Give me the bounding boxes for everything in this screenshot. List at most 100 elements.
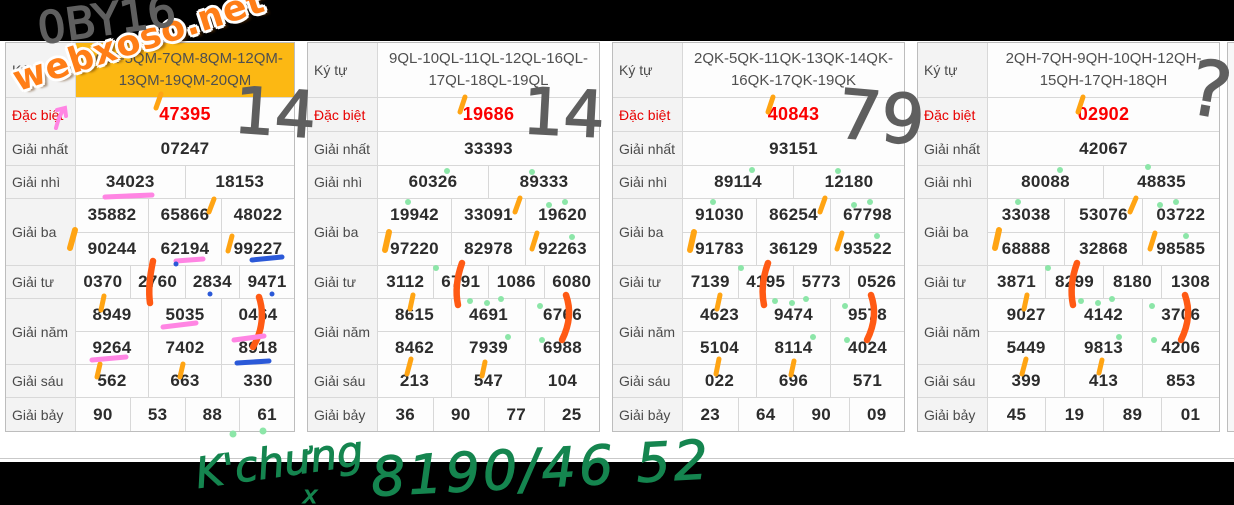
row-label-giai-nhi: Giải nhì bbox=[918, 166, 988, 198]
row-giai-tu: Giải tư 7139 4195 5773 0526 bbox=[613, 266, 904, 299]
prize-cell: 9027 bbox=[988, 299, 1065, 331]
prize-cell: 6791 bbox=[432, 266, 488, 298]
prize-cell: 5773 bbox=[793, 266, 849, 298]
top-black-bar bbox=[0, 0, 1234, 41]
row-label-giai-tu: Giải tư bbox=[308, 266, 378, 298]
row-giai-nam: Giải năm 9027 4142 3706 5449 9813 4206 bbox=[918, 299, 1219, 365]
row-label-giai-nhi: Giải nhì bbox=[6, 166, 76, 198]
prize-cell: 99227 bbox=[221, 232, 294, 265]
result-table-2: Ký tự 9QL-10QL-11QL-12QL-16QL-17QL-18QL-… bbox=[307, 42, 600, 432]
row-label-dac-biet: Đặc biệt bbox=[308, 98, 378, 131]
prize-cell: 80088 bbox=[988, 166, 1103, 198]
prize-cell: 91783 bbox=[683, 232, 756, 265]
prize-cell: 4142 bbox=[1064, 299, 1142, 331]
prize-cell: 19942 bbox=[378, 199, 451, 232]
prize-cell: 45 bbox=[988, 398, 1045, 431]
prize-cell: 01 bbox=[1161, 398, 1219, 431]
prize-cell: 48022 bbox=[221, 199, 294, 232]
prize-cell: 9813 bbox=[1064, 332, 1142, 364]
prize-cell: 68888 bbox=[988, 232, 1065, 265]
prize-cell: 25 bbox=[543, 398, 599, 431]
prize-cell: 1308 bbox=[1161, 266, 1219, 298]
prize-cell: 62194 bbox=[148, 232, 221, 265]
prize-cell: 4024 bbox=[830, 332, 904, 364]
prize-cell: 34023 bbox=[76, 166, 185, 198]
prize-cell: 9474 bbox=[756, 299, 830, 331]
row-label-giai-bay: Giải bảy bbox=[6, 398, 76, 431]
prize-cell: 93151 bbox=[683, 132, 904, 165]
prize-cell: 35882 bbox=[76, 199, 148, 232]
prize-cell: 853 bbox=[1141, 365, 1219, 397]
prize-cell: 4691 bbox=[451, 299, 525, 331]
prize-cell: 022 bbox=[683, 365, 756, 397]
prize-cell: 5104 bbox=[683, 332, 756, 364]
row-label-giai-sau: Giải sáu bbox=[6, 365, 76, 397]
row-label-giai-nhat: Giải nhất bbox=[918, 132, 988, 165]
row-label-giai-tu: Giải tư bbox=[613, 266, 683, 298]
row-giai-nhat: Giải nhất 42067 bbox=[918, 132, 1219, 166]
prize-cell: 5449 bbox=[988, 332, 1065, 364]
row-label-dac-biet: Đặc biệt bbox=[613, 98, 683, 131]
prize-cell: 547 bbox=[451, 365, 525, 397]
row-giai-sau: Giải sáu 022 696 571 bbox=[613, 365, 904, 398]
row-giai-sau: Giải sáu 562 663 330 bbox=[6, 365, 294, 398]
row-label-dac-biet: Đặc biệt bbox=[6, 98, 76, 131]
bottom-black-bar bbox=[0, 462, 1234, 505]
row-giai-ba: Giải ba 35882 65866 48022 90244 62194 99… bbox=[6, 199, 294, 266]
ky-tu-value: 9QL-10QL-11QL-12QL-16QL-17QL-18QL-19QL bbox=[378, 43, 599, 97]
row-giai-nhat: Giải nhất 07247 bbox=[6, 132, 294, 166]
ky-tu-value: 2QK-5QK-11QK-13QK-14QK-16QK-17QK-19QK bbox=[683, 43, 904, 97]
prize-cell: 8918 bbox=[221, 332, 294, 364]
prize-cell: 8615 bbox=[378, 299, 451, 331]
row-giai-nhi: Giải nhì 60326 89333 bbox=[308, 166, 599, 199]
row-label-giai-bay: Giải bảy bbox=[308, 398, 378, 431]
prize-cell: 89114 bbox=[683, 166, 793, 198]
prize-cell: 413 bbox=[1064, 365, 1142, 397]
prize-cell: 03722 bbox=[1141, 199, 1219, 232]
bottom-divider bbox=[0, 458, 1234, 459]
row-dac-biet: Đặc biệt 47395 bbox=[6, 98, 294, 132]
row-giai-bay: Giải bảy 36 90 77 25 bbox=[308, 398, 599, 431]
prize-cell: 3112 bbox=[378, 266, 433, 298]
row-ky-tu: Ký tự 9QL-10QL-11QL-12QL-16QL-17QL-18QL-… bbox=[308, 43, 599, 98]
prize-cell: 61 bbox=[239, 398, 294, 431]
prize-cell-special: 19686 bbox=[378, 98, 599, 131]
prize-cell: 19 bbox=[1045, 398, 1103, 431]
row-giai-bay: Giải bảy 23 64 90 09 bbox=[613, 398, 904, 431]
row-ky-tu: Ký tự 2QH-7QH-9QH-10QH-12QH-15QH-17QH-18… bbox=[918, 43, 1219, 98]
prize-cell: 19620 bbox=[525, 199, 599, 232]
result-table-4: Ký tự 2QH-7QH-9QH-10QH-12QH-15QH-17QH-18… bbox=[917, 42, 1220, 432]
row-label-giai-tu: Giải tư bbox=[918, 266, 988, 298]
prize-cell: 4195 bbox=[737, 266, 793, 298]
row-label-giai-nhat: Giải nhất bbox=[6, 132, 76, 165]
prize-cell: 663 bbox=[148, 365, 221, 397]
prize-cell: 6988 bbox=[525, 332, 599, 364]
prize-cell: 97220 bbox=[378, 232, 451, 265]
row-giai-nhi: Giải nhì 80088 48835 bbox=[918, 166, 1219, 199]
prize-cell: 8949 bbox=[76, 299, 148, 331]
prize-cell: 90 bbox=[793, 398, 849, 431]
prize-cell: 86254 bbox=[756, 199, 830, 232]
row-label-giai-nhat: Giải nhất bbox=[308, 132, 378, 165]
row-giai-sau: Giải sáu 399 413 853 bbox=[918, 365, 1219, 398]
row-giai-nhi: Giải nhì 89114 12180 bbox=[613, 166, 904, 199]
prize-cell: 8299 bbox=[1045, 266, 1103, 298]
prize-cell-special: 47395 bbox=[76, 98, 294, 131]
prize-cell: 82978 bbox=[451, 232, 525, 265]
prize-cell: 89 bbox=[1103, 398, 1161, 431]
row-giai-ba: Giải ba 91030 86254 67798 91783 36129 93… bbox=[613, 199, 904, 266]
prize-cell: 09 bbox=[848, 398, 904, 431]
prize-cell: 36129 bbox=[756, 232, 830, 265]
row-giai-sau: Giải sáu 213 547 104 bbox=[308, 365, 599, 398]
row-label-giai-ba: Giải ba bbox=[308, 199, 378, 265]
prize-cell: 5035 bbox=[148, 299, 221, 331]
prize-cell: 32868 bbox=[1064, 232, 1142, 265]
prize-cell: 1086 bbox=[488, 266, 544, 298]
row-label-giai-sau: Giải sáu bbox=[918, 365, 988, 397]
ky-tu-value: 2QM-5QM-7QM-8QM-12QM-13QM-19QM-20QM bbox=[76, 43, 294, 97]
prize-cell: 0526 bbox=[848, 266, 904, 298]
row-label-giai-nam: Giải năm bbox=[613, 299, 683, 364]
row-label-ky-tu: Ký tự bbox=[918, 43, 988, 97]
prize-cell: 33038 bbox=[988, 199, 1065, 232]
prize-cell-special: 02902 bbox=[988, 98, 1219, 131]
